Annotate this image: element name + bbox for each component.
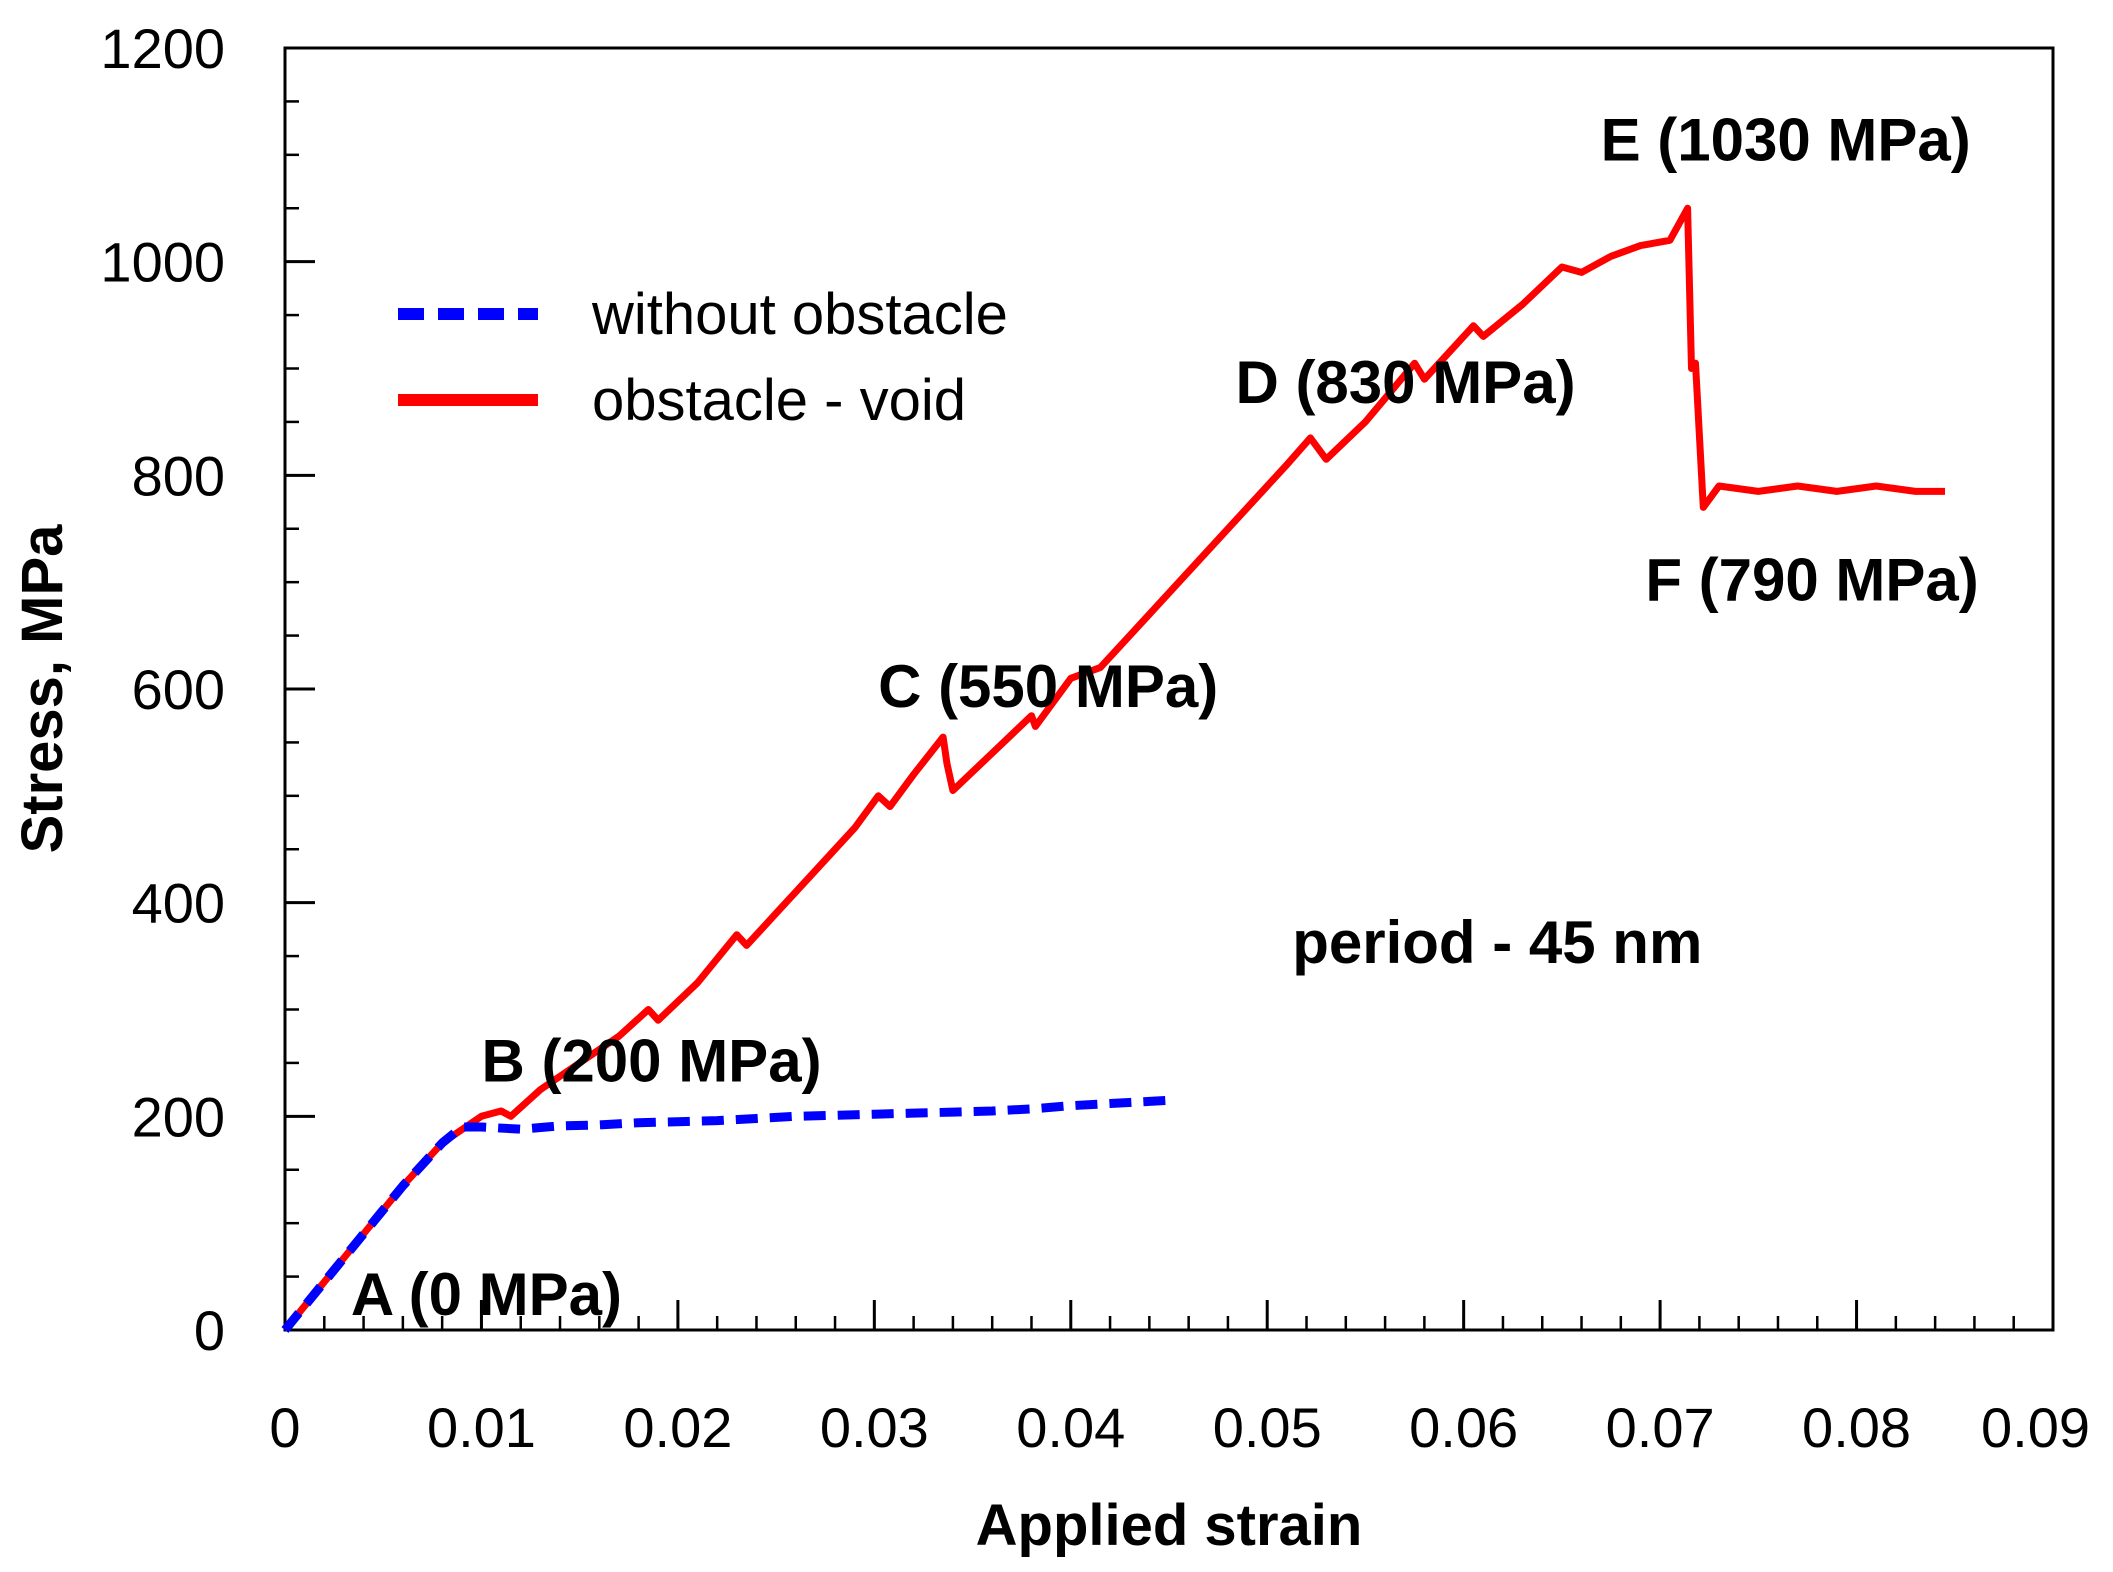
y-tick-label: 400 <box>132 872 225 935</box>
annotation-b: B (200 MPa) <box>481 1027 821 1094</box>
legend-label-obstacle-void: obstacle - void <box>592 368 966 433</box>
annotation-e: E (1030 MPa) <box>1601 106 1971 173</box>
annotation-layer: A (0 MPa) B (200 MPa) C (550 MPa) D (830 MP… <box>351 106 1979 1328</box>
x-tick-label: 0.02 <box>623 1396 732 1459</box>
x-tick-label: 0.03 <box>820 1396 929 1459</box>
y-tick-label: 600 <box>132 658 225 721</box>
x-tick-label: 0.04 <box>1016 1396 1125 1459</box>
legend: without obstacle obstacle - void <box>398 282 1008 433</box>
y-tick-label: 1000 <box>100 231 225 294</box>
x-tick-label: 0.07 <box>1606 1396 1715 1459</box>
annotation-f: F (790 MPa) <box>1645 546 1978 613</box>
x-tick-label: 0.01 <box>427 1396 536 1459</box>
y-tick-label: 800 <box>132 444 225 507</box>
x-tick-label: 0.08 <box>1802 1396 1911 1459</box>
x-tick-label: 0 <box>269 1396 300 1459</box>
y-axis-title: Stress, MPa <box>10 524 75 854</box>
x-tick-label: 0.09 <box>1981 1396 2090 1459</box>
x-tick-label: 0.06 <box>1409 1396 1518 1459</box>
series-layer <box>281 204 1945 1333</box>
legend-label-without-obstacle: without obstacle <box>591 282 1008 347</box>
x-tick-labels: 0 0.01 0.02 0.03 0.04 0.05 0.06 0.07 0.08 0.09 <box>269 1396 2090 1459</box>
y-tick-label: 200 <box>132 1085 225 1148</box>
series-line-obstacle-void <box>282 204 1945 1333</box>
y-tick-label: 0 <box>194 1299 225 1362</box>
annotation-d: D (830 MPa) <box>1235 349 1575 416</box>
annotation-a: A (0 MPa) <box>351 1261 622 1328</box>
annotation-c: C (550 MPa) <box>878 653 1218 720</box>
series-line-without-obstacle <box>281 1095 1170 1333</box>
x-tick-label: 0.05 <box>1213 1396 1322 1459</box>
y-tick-labels: 0 200 400 600 800 1000 1200 <box>100 17 225 1362</box>
y-tick-label: 1200 <box>100 17 225 80</box>
annotation-period: period - 45 nm <box>1292 909 1702 976</box>
x-axis-title: Applied strain <box>976 1493 1363 1558</box>
